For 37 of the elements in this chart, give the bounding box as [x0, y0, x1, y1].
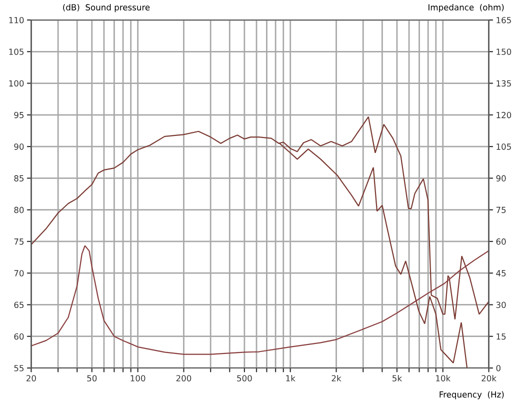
x-tick-label: 500 — [237, 375, 252, 382]
x-tick-label: 200 — [176, 375, 192, 382]
x-tick-label: 10k — [436, 374, 451, 382]
y2-tick-label: 105 — [496, 144, 511, 150]
x-tick-label: 100 — [130, 375, 146, 382]
y2-tick-label: 90 — [496, 175, 506, 182]
y-tick-label: 60 — [14, 333, 24, 340]
y2-tick-label: 0 — [496, 364, 500, 372]
y-tick-label: 65 — [14, 302, 24, 308]
y-tick-label: 100 — [9, 80, 24, 87]
y-tick-label: 75 — [14, 238, 24, 245]
x-axis-title: Frequency (Hz) — [440, 391, 504, 400]
x-tick-label: 20 — [26, 375, 36, 382]
y2-tick-label: 120 — [496, 112, 512, 118]
y-tick-label: 110 — [9, 16, 24, 24]
y2-tick-label: 135 — [496, 80, 511, 87]
x-tick-label: 50 — [87, 375, 97, 382]
y2-axis-title: Impedance (ohm) — [428, 4, 504, 12]
y2-tick-label: 75 — [496, 206, 506, 214]
y2-tick-label: 60 — [496, 238, 506, 245]
y2-tick-label: 45 — [496, 270, 506, 276]
y-tick-label: 80 — [14, 206, 24, 214]
y-tick-label: 95 — [14, 112, 24, 118]
x-tick-label: 1k — [286, 374, 296, 382]
y-axis-title: (dB) Sound pressure — [63, 4, 150, 12]
y2-tick-label: 30 — [496, 302, 506, 308]
y2-tick-label: 150 — [496, 48, 512, 55]
y-tick-label: 70 — [14, 270, 24, 276]
y-tick-label: 55 — [14, 365, 24, 372]
x-tick-label: 2k — [332, 374, 342, 382]
x-tick-label: 20k — [482, 374, 496, 382]
y2-tick-label: 165 — [496, 16, 511, 24]
y-tick-label: 105 — [9, 48, 24, 55]
x-tick-label: 5k — [392, 374, 402, 382]
y2-tick-label: 15 — [496, 333, 506, 340]
y-tick-label: 90 — [14, 144, 24, 150]
y-tick-label: 85 — [14, 175, 24, 182]
